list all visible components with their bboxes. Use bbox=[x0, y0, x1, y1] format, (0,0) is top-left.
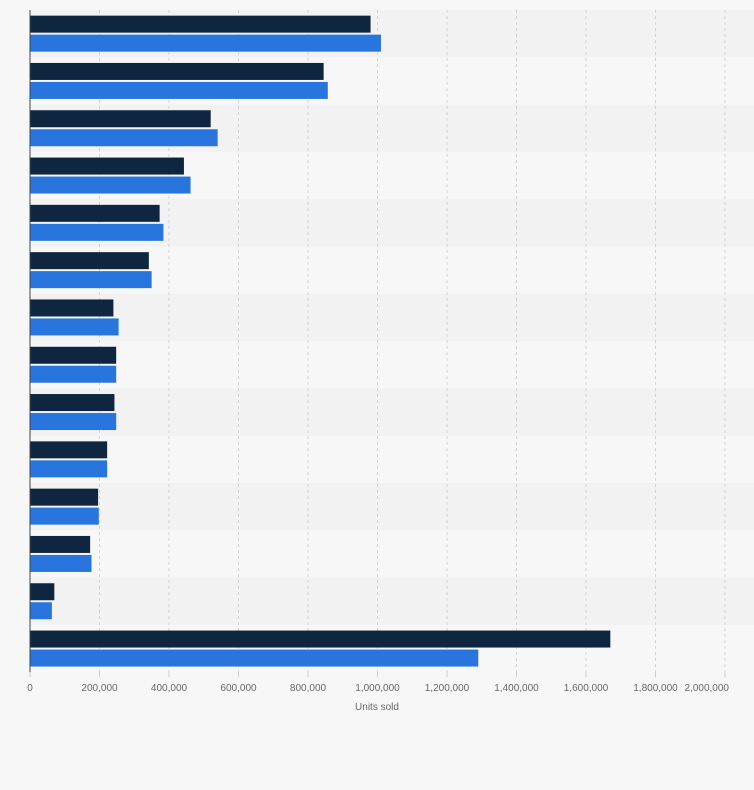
bar-series-0 bbox=[30, 110, 211, 128]
x-tick-label: 2,000,000 bbox=[685, 683, 730, 694]
bar-series-0 bbox=[30, 299, 114, 317]
x-tick-label: 600,000 bbox=[220, 683, 257, 694]
bar-series-0 bbox=[30, 346, 117, 364]
row-band bbox=[30, 293, 754, 342]
row-band bbox=[30, 577, 754, 625]
x-tick-label: 800,000 bbox=[290, 683, 327, 694]
row-band bbox=[30, 435, 754, 483]
bar-series-0 bbox=[30, 157, 184, 175]
bar-series-0 bbox=[30, 15, 371, 33]
x-tick-label: 1,000,000 bbox=[355, 683, 400, 694]
bar-series-0 bbox=[30, 535, 91, 553]
bar-series-1 bbox=[30, 176, 191, 194]
bar-series-1 bbox=[30, 365, 117, 383]
bars bbox=[30, 15, 611, 667]
bar-series-1 bbox=[30, 81, 328, 99]
x-tick-label: 1,200,000 bbox=[425, 683, 470, 694]
row-band bbox=[30, 483, 754, 531]
bar-series-0 bbox=[30, 488, 99, 506]
x-tick-label: 0 bbox=[27, 683, 33, 694]
bar-series-0 bbox=[30, 441, 108, 459]
row-band bbox=[30, 341, 754, 389]
x-tick-label: 200,000 bbox=[81, 683, 118, 694]
row-band bbox=[30, 530, 754, 578]
bar-series-1 bbox=[30, 460, 108, 478]
bar-series-1 bbox=[30, 271, 152, 289]
bar-series-0 bbox=[30, 394, 115, 412]
bar-series-1 bbox=[30, 602, 52, 620]
x-tick-label: 1,600,000 bbox=[564, 683, 609, 694]
x-axis-title: Units sold bbox=[355, 702, 399, 713]
bar-series-1 bbox=[30, 34, 381, 52]
bar-series-0 bbox=[30, 630, 611, 648]
bar-series-0 bbox=[30, 204, 160, 222]
bar-series-1 bbox=[30, 554, 92, 572]
x-axis-ticks: 0 200,000 400,000 600,000 800,000 1,000,000 1,… bbox=[27, 672, 729, 694]
bar-series-0 bbox=[30, 62, 324, 80]
bar-series-1 bbox=[30, 507, 99, 525]
bar-series-0 bbox=[30, 252, 149, 270]
bar-series-1 bbox=[30, 649, 479, 667]
bar-series-1 bbox=[30, 413, 117, 431]
bar-series-1 bbox=[30, 223, 164, 241]
x-tick-label: 1,400,000 bbox=[494, 683, 539, 694]
x-tick-label: 1,800,000 bbox=[633, 683, 678, 694]
bar-series-1 bbox=[30, 129, 218, 147]
row-band bbox=[30, 388, 754, 436]
x-tick-label: 400,000 bbox=[151, 683, 188, 694]
bar-series-1 bbox=[30, 318, 119, 336]
bar-series-0 bbox=[30, 583, 55, 601]
row-bands bbox=[30, 10, 754, 673]
